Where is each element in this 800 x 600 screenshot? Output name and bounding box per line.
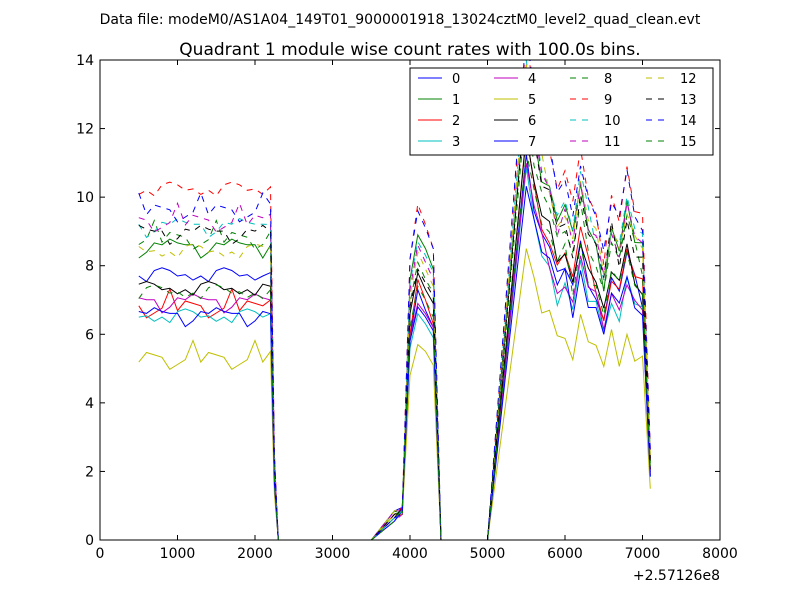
legend-label-6: 6 xyxy=(528,114,536,129)
x-tick-label: 1000 xyxy=(160,546,196,562)
legend-label-4: 4 xyxy=(528,72,536,87)
x-tick-label: 3000 xyxy=(315,546,351,562)
series-line-15 xyxy=(138,151,651,540)
legend-label-15: 15 xyxy=(680,135,697,150)
y-tick-label: 8 xyxy=(85,259,94,275)
y-tick-label: 2 xyxy=(85,464,94,480)
legend-label-11: 11 xyxy=(604,135,621,150)
legend-label-10: 10 xyxy=(604,114,621,129)
x-tick-label: 8000 xyxy=(702,546,738,562)
x-tick-label: 0 xyxy=(96,546,105,562)
x-tick-label: 7000 xyxy=(625,546,661,562)
legend-label-1: 1 xyxy=(452,93,460,108)
legend-label-14: 14 xyxy=(680,114,697,129)
y-tick-label: 10 xyxy=(76,190,94,206)
x-tick-label: 4000 xyxy=(392,546,428,562)
y-tick-label: 4 xyxy=(85,396,94,412)
legend-label-12: 12 xyxy=(680,72,697,87)
legend-label-0: 0 xyxy=(452,72,460,87)
legend-label-7: 7 xyxy=(528,135,536,150)
legend-label-2: 2 xyxy=(452,114,460,129)
series-layer xyxy=(138,60,651,540)
y-tick-label: 14 xyxy=(76,53,94,69)
chart-title: Quadrant 1 module wise count rates with … xyxy=(179,40,640,60)
legend-label-13: 13 xyxy=(680,93,697,108)
y-tick-label: 6 xyxy=(85,327,94,343)
series-line-14 xyxy=(138,60,651,540)
y-tick-label: 0 xyxy=(85,533,94,549)
x-tick-label: 5000 xyxy=(470,546,506,562)
legend-label-9: 9 xyxy=(604,93,612,108)
legend-label-8: 8 xyxy=(604,72,612,87)
suptitle: Data file: modeM0/AS1A04_149T01_90000019… xyxy=(100,12,701,28)
legend-label-3: 3 xyxy=(452,135,460,150)
series-line-11 xyxy=(138,64,651,540)
x-tick-label: 6000 xyxy=(547,546,583,562)
x-offset-label: +2.57126e8 xyxy=(633,568,720,584)
plot-area: 0 1000 2000 3000 4000 5000 6000 7000 80000246810… xyxy=(76,53,738,584)
legend-label-5: 5 xyxy=(528,93,536,108)
x-tick-label: 2000 xyxy=(237,546,273,562)
ticks-layer: 0 1000 2000 3000 4000 5000 6000 7000 80000246810… xyxy=(76,53,738,562)
y-tick-label: 12 xyxy=(76,122,94,138)
